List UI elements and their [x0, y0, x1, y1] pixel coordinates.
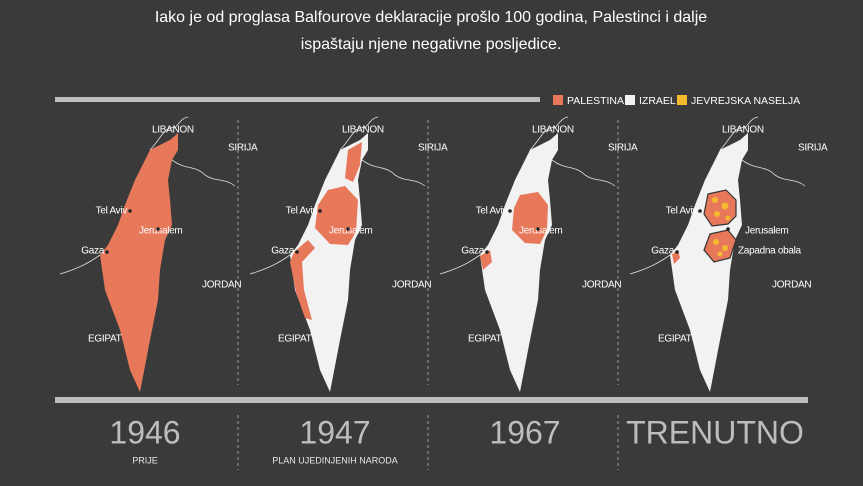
city-dot [105, 250, 109, 254]
legend-swatch [553, 95, 563, 105]
map-label: JORDAN [392, 280, 431, 291]
map-label: Tel Aviv [666, 206, 698, 217]
map-label: SIRIJA [608, 143, 638, 154]
map-label: SIRIJA [228, 143, 258, 154]
map-label: EGIPAT [468, 334, 502, 345]
year-label: TRENUTNO [626, 414, 804, 450]
top-bar [55, 97, 540, 102]
year-label: 1967 [489, 414, 560, 450]
bottom-bar [55, 397, 808, 403]
city-dot [536, 227, 540, 231]
map-label: SIRIJA [798, 143, 828, 154]
region [703, 189, 737, 227]
map-label: Jerusalem [329, 226, 372, 237]
map-label: Tel Aviv [96, 206, 128, 217]
title-line: Iako je od proglasa Balfourove deklaraci… [155, 9, 707, 26]
territory [670, 133, 748, 392]
city-dot [295, 250, 299, 254]
city-dot [318, 209, 322, 213]
city-dot [726, 227, 730, 231]
map-label: LIBANON [532, 125, 574, 136]
map-label: Tel Aviv [286, 206, 318, 217]
territory [480, 133, 558, 392]
map-label: JORDAN [202, 280, 241, 291]
dividers [237, 120, 619, 470]
map-label: SIRIJA [418, 143, 448, 154]
map-label: EGIPAT [278, 334, 312, 345]
map-label: JORDAN [772, 280, 811, 291]
legend: PALESTINA IZRAEL JEVREJSKA NASELJA [553, 95, 800, 107]
map-label: Jerusalem [745, 226, 788, 237]
map-panel: LIBANON SIRIJA Tel Aviv Jerusalem Gaza JORDAN… [439, 116, 638, 392]
map-label: Gaza [81, 246, 104, 257]
city-dot [675, 250, 679, 254]
map-panel: LIBANON SIRIJA Tel Aviv Jerusalem Gaza JORDAN… [59, 116, 258, 392]
city-dot [156, 227, 160, 231]
city-dot [128, 209, 132, 213]
legend-label: JEVREJSKA NASELJA [691, 95, 800, 107]
legend-label: IZRAEL [639, 95, 676, 107]
map-label: Tel Aviv [476, 206, 508, 217]
region [290, 240, 315, 320]
map-label: Jerusalem [139, 226, 182, 237]
region [345, 142, 362, 182]
legend-swatch [677, 95, 687, 105]
map-label: EGIPAT [658, 334, 692, 345]
settlements [712, 197, 731, 257]
year-label: 1947 [299, 414, 370, 450]
region [512, 192, 548, 244]
map-label: Jerusalem [519, 226, 562, 237]
map-label: LIBANON [342, 125, 384, 136]
map-label: Gaza [651, 246, 674, 257]
map-label: Gaza [271, 246, 294, 257]
legend-swatch [625, 95, 635, 105]
region [480, 250, 492, 270]
map-label: EGIPAT [88, 334, 122, 345]
city-dot [485, 250, 489, 254]
year-label: 1946 [109, 414, 180, 450]
map-label: JORDAN [582, 280, 621, 291]
map-panel: LIBANON SIRIJA Tel Aviv Jerusalem Gaza JORDAN… [249, 116, 448, 392]
map-label: Gaza [461, 246, 484, 257]
territory [100, 133, 178, 392]
map-label: Zapadna obala [738, 246, 802, 257]
map-panel: LIBANON SIRIJA Tel Aviv Jerusalem Gaza JORDAN… [629, 116, 828, 392]
caption: PRIJE [132, 455, 158, 465]
city-dot [508, 209, 512, 213]
caption: PLAN UJEDINJENIH NARODA [272, 455, 398, 465]
region [672, 250, 680, 264]
map-label: LIBANON [152, 125, 194, 136]
city-dot [346, 227, 350, 231]
title-line: ispaštaju njene negativne posljedice. [301, 36, 562, 53]
map-label: LIBANON [722, 125, 764, 136]
legend-label: PALESTINA [567, 95, 624, 107]
city-dot [698, 209, 702, 213]
